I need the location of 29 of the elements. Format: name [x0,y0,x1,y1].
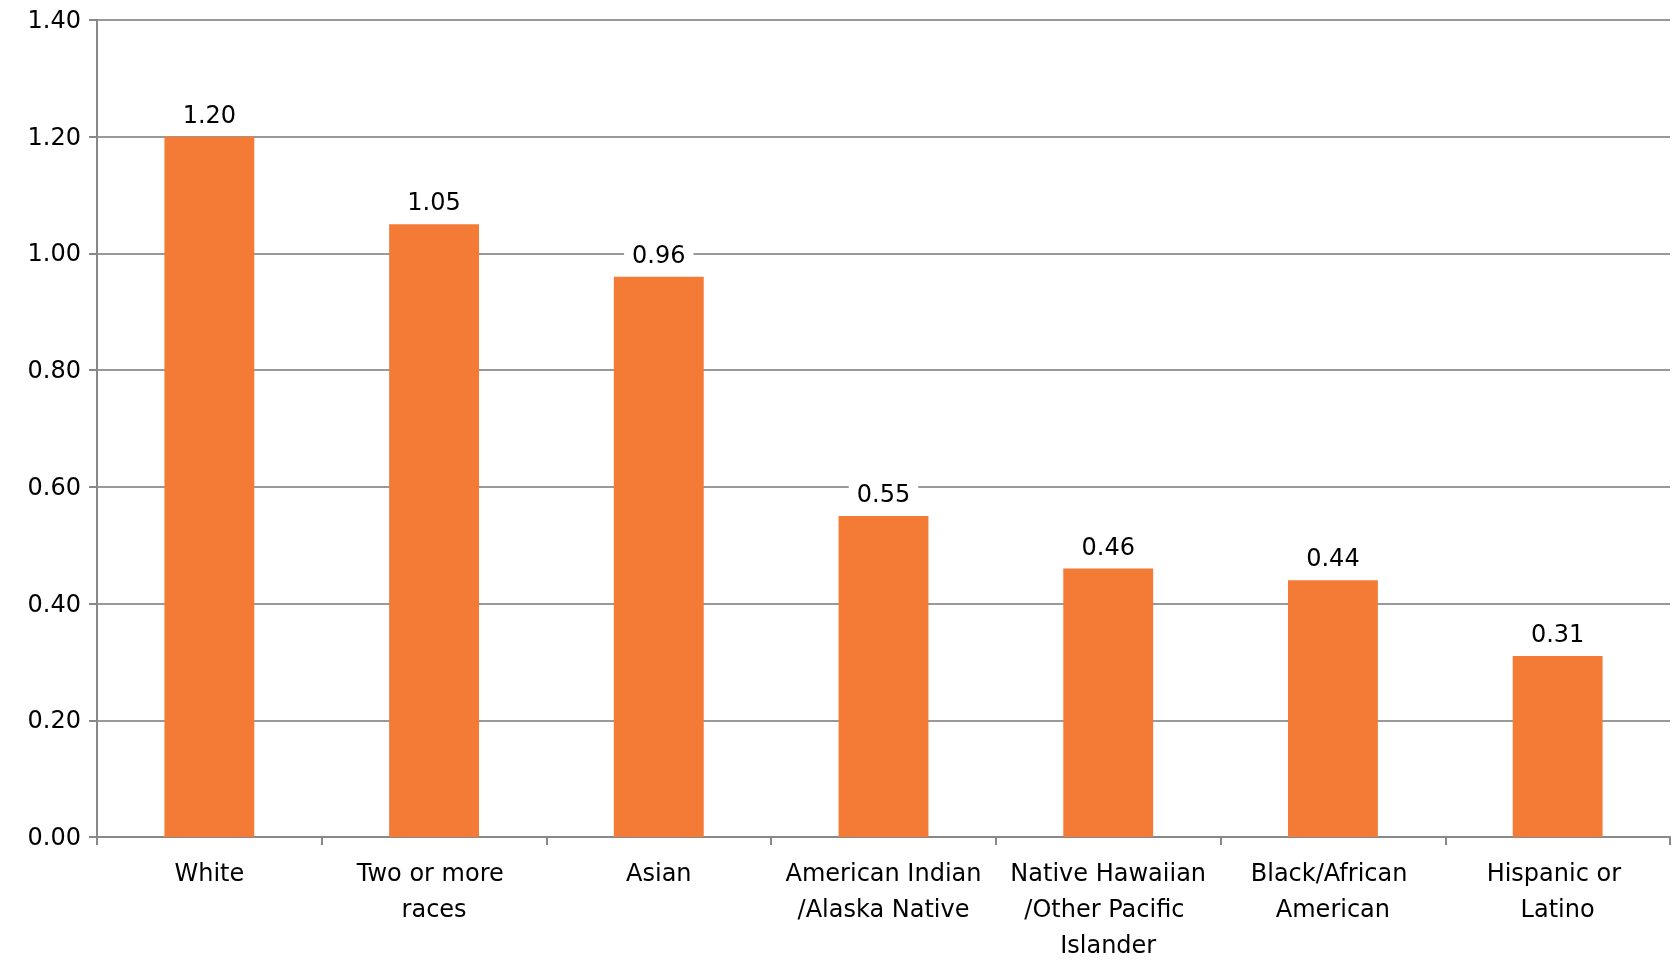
y-tick-label: 1.20 [27,122,81,151]
x-tick-label: Hispanic or Latino [1486,859,1629,923]
data-label: 0.44 [1306,544,1360,573]
x-tick-label: Asian [626,859,692,887]
y-tick-label: 0.00 [27,823,81,851]
x-tick-label: White [174,859,245,887]
bar [1063,568,1154,837]
bar [613,276,704,837]
data-label: 0.46 [1081,532,1135,561]
data-label: 1.20 [182,100,237,129]
bar [838,516,929,837]
data-label: 0.31 [1530,620,1585,649]
y-tick-label: 0.80 [27,356,81,385]
y-tick-label: 1.00 [27,239,81,268]
y-tick-label: 1.40 [27,6,81,34]
y-tick-label: 0.60 [27,472,81,501]
x-tick-label: Black/African American [1250,859,1416,923]
bar [389,224,480,837]
bar [1512,656,1603,837]
bar [164,136,255,837]
y-tick-label: 0.40 [27,589,81,618]
data-label: 0.55 [856,480,911,509]
y-tick-label: 0.20 [27,706,81,735]
data-label: 0.96 [632,240,686,269]
x-tick-label: American Indian/Alaska Native [785,859,982,923]
x-tick-label: Two or more races [355,859,512,923]
bar [1287,580,1378,837]
x-tick-label: Native Hawaiian/Other Pacific Islander [1010,859,1207,959]
data-label: 1.05 [407,188,461,217]
